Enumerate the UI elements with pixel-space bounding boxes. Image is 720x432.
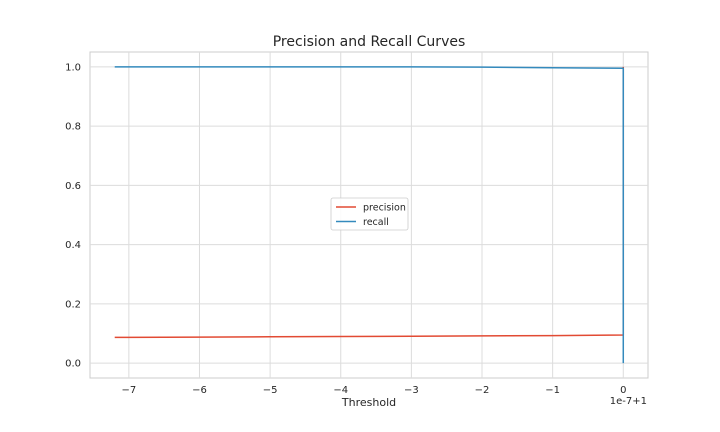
- legend-entry-precision: precision: [363, 203, 406, 214]
- gridlines: [90, 52, 648, 378]
- x-tick-label: 0: [620, 385, 626, 396]
- x-tick-label: −1: [545, 385, 560, 396]
- y-tick-label: 1.0: [65, 62, 81, 73]
- y-tick-labels: 0.0 0.2 0.4 0.6 0.8 1.0: [65, 62, 81, 369]
- x-tick-label: −4: [333, 385, 348, 396]
- legend-entry-recall: recall: [363, 217, 389, 228]
- x-tick-label: −6: [192, 385, 207, 396]
- series-line-recall: [114, 66, 625, 364]
- y-tick-label: 0.8: [65, 122, 81, 133]
- chart-title: Precision and Recall Curves: [273, 34, 466, 50]
- x-tick-labels: −7 −6 −5 −4 −3 −2 −1 0: [121, 385, 626, 396]
- y-tick-label: 0.2: [65, 299, 81, 310]
- x-axis-offset-text: 1e-7+1: [610, 396, 647, 407]
- x-tick-label: −3: [404, 385, 419, 396]
- x-tick-label: −2: [475, 385, 490, 396]
- x-tick-label: −7: [121, 385, 136, 396]
- x-tick-label: −5: [263, 385, 278, 396]
- y-tick-label: 0.4: [65, 240, 81, 251]
- legend: precision recall: [330, 197, 409, 231]
- series-layer: [114, 66, 625, 364]
- y-tick-label: 0.6: [65, 181, 81, 192]
- y-tick-label: 0.0: [65, 359, 81, 370]
- x-axis-label: Threshold: [341, 396, 396, 409]
- series-line-precision: [114, 66, 625, 339]
